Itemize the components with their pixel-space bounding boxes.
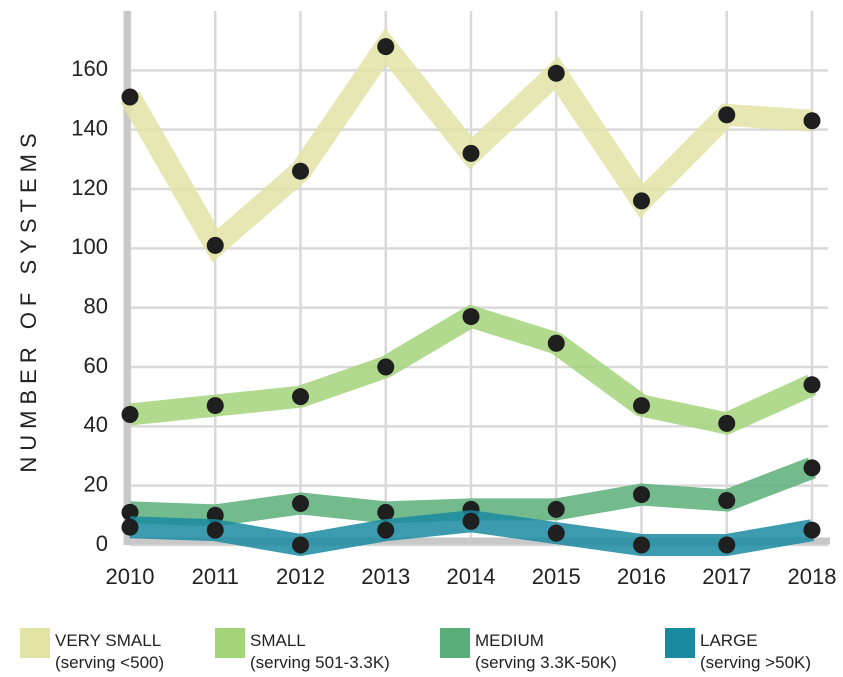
data-point bbox=[292, 494, 309, 512]
legend-label: SMALL bbox=[250, 631, 306, 650]
x-tick-label: 2017 bbox=[702, 564, 751, 589]
data-point bbox=[206, 397, 224, 415]
data-point bbox=[633, 192, 650, 210]
data-point bbox=[292, 388, 309, 406]
x-tick-label: 2012 bbox=[276, 564, 325, 589]
legend-description: (serving <500) bbox=[55, 653, 164, 672]
data-point bbox=[377, 38, 395, 56]
data-point bbox=[547, 524, 565, 542]
y-tick-label: 0 bbox=[96, 531, 108, 556]
legend-swatch bbox=[665, 628, 695, 658]
x-tick-label: 2011 bbox=[192, 564, 239, 589]
x-tick-label: 2010 bbox=[106, 564, 155, 589]
data-point bbox=[718, 106, 736, 124]
data-point bbox=[121, 518, 139, 536]
x-tick-label: 2015 bbox=[532, 564, 581, 589]
data-point bbox=[121, 88, 139, 106]
x-tick-label: 2018 bbox=[788, 564, 837, 589]
data-point bbox=[462, 512, 480, 530]
data-point bbox=[377, 521, 395, 539]
data-point bbox=[206, 236, 224, 254]
legend-swatch bbox=[20, 628, 50, 658]
data-point bbox=[633, 536, 650, 554]
data-point bbox=[633, 486, 650, 504]
y-tick-label: 60 bbox=[84, 353, 108, 378]
x-tick-label: 2016 bbox=[617, 564, 666, 589]
y-tick-label: 120 bbox=[71, 175, 108, 200]
x-tick-label: 2014 bbox=[447, 564, 496, 589]
y-axis-label: NUMBER OF SYSTEMS bbox=[16, 127, 41, 472]
y-tick-label: 80 bbox=[84, 293, 108, 318]
data-point bbox=[377, 358, 395, 376]
legend-swatch bbox=[215, 628, 245, 658]
data-point bbox=[803, 459, 821, 477]
data-point bbox=[547, 64, 565, 82]
legend-label: LARGE bbox=[700, 631, 758, 650]
data-point bbox=[547, 500, 565, 518]
data-point bbox=[803, 521, 821, 539]
data-point bbox=[803, 376, 821, 394]
data-point bbox=[462, 144, 480, 162]
data-point bbox=[377, 503, 395, 521]
y-tick-label: 160 bbox=[71, 56, 108, 81]
data-point bbox=[803, 112, 821, 130]
data-point bbox=[292, 536, 309, 554]
legend-description: (serving 501-3.3K) bbox=[250, 653, 390, 672]
x-tick-label: 2013 bbox=[361, 564, 410, 589]
data-point bbox=[718, 492, 736, 509]
data-point bbox=[718, 414, 736, 432]
data-point bbox=[633, 397, 650, 415]
legend-swatch bbox=[440, 628, 470, 658]
legend-label: VERY SMALL bbox=[55, 631, 161, 650]
y-tick-label: 140 bbox=[71, 115, 108, 140]
data-point bbox=[462, 308, 480, 326]
legend-description: (serving >50K) bbox=[700, 653, 811, 672]
legend-description: (serving 3.3K-50K) bbox=[475, 653, 617, 672]
y-tick-label: 40 bbox=[84, 412, 108, 437]
data-point bbox=[292, 162, 309, 180]
data-point bbox=[121, 405, 139, 423]
legend-label: MEDIUM bbox=[475, 631, 544, 650]
y-tick-label: 100 bbox=[71, 234, 108, 259]
data-point bbox=[206, 521, 224, 539]
data-point bbox=[547, 334, 565, 352]
data-point bbox=[718, 536, 736, 554]
y-tick-label: 20 bbox=[84, 471, 108, 496]
